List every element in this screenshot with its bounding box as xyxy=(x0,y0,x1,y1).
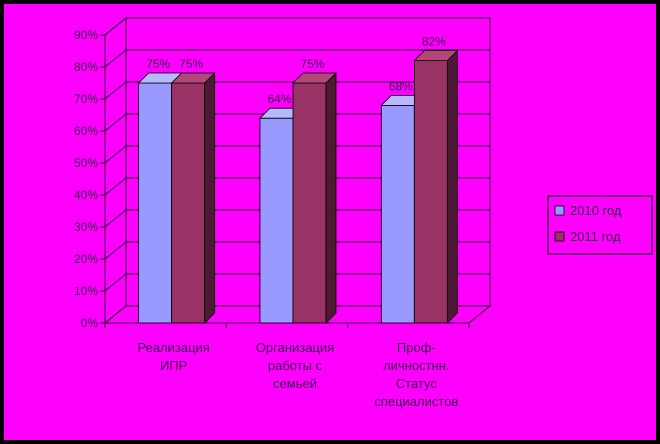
x-tick-label: Реализация ИПР xyxy=(137,340,209,373)
gridline xyxy=(104,49,127,68)
gridline xyxy=(104,17,127,36)
legend-entry: 2010 год xyxy=(570,203,622,218)
y-tick-label: 20% xyxy=(74,252,98,266)
data-label: 75% xyxy=(300,57,324,71)
y-tick-label: 30% xyxy=(74,220,98,234)
gridline xyxy=(104,273,127,292)
data-label: 82% xyxy=(422,35,446,49)
data-label: 64% xyxy=(267,92,291,106)
chart-area: 0% 10% 20% 30% 40% 50% 60% 70% 80% 90% 75% 75% 64% 7… xyxy=(4,4,656,440)
legend-swatch xyxy=(554,205,565,216)
data-label: 68% xyxy=(389,79,413,93)
gridline xyxy=(104,145,127,164)
gridline xyxy=(104,177,127,196)
gridline xyxy=(104,209,127,228)
legend-box xyxy=(547,195,653,255)
x-tick-label: Организация работы с семьей xyxy=(256,340,334,391)
y-tick-label: 0% xyxy=(81,316,99,330)
y-tick-label: 50% xyxy=(74,156,98,170)
bar xyxy=(413,49,459,324)
y-tick-label: 70% xyxy=(74,92,98,106)
legend-entry: 2011 год xyxy=(570,229,621,244)
y-tick-label: 40% xyxy=(74,188,98,202)
x-tick-label: Проф-личностнн. Статус специалистов xyxy=(374,340,458,409)
bar xyxy=(292,72,337,324)
gridline xyxy=(104,241,127,260)
gridline xyxy=(104,113,127,132)
y-tick-label: 60% xyxy=(74,124,98,138)
bar-chart: 0% 10% 20% 30% 40% 50% 60% 70% 80% 90% 75% 75% 64% 7… xyxy=(74,16,653,409)
gridline xyxy=(104,305,127,324)
y-tick-label: 90% xyxy=(74,28,98,42)
gridline xyxy=(104,81,127,100)
side-wall xyxy=(104,16,127,325)
legend-swatch xyxy=(554,231,565,242)
data-label: 75% xyxy=(179,57,203,71)
bar xyxy=(170,72,216,324)
y-tick-label: 10% xyxy=(74,284,98,298)
y-tick-label: 80% xyxy=(74,60,98,74)
data-label: 75% xyxy=(146,57,170,71)
